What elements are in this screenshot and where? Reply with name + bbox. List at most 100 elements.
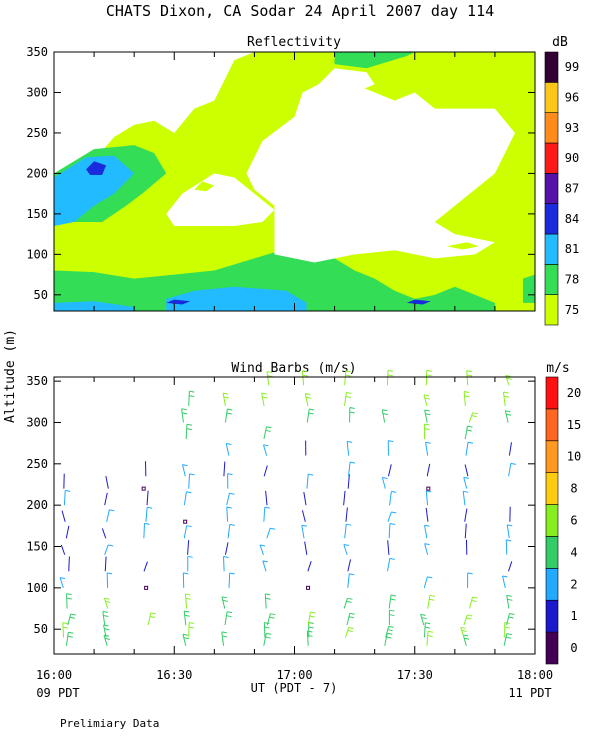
wind-barb-shaft bbox=[463, 391, 466, 406]
wind-barb-shaft bbox=[67, 613, 72, 626]
wind-barb-shaft bbox=[463, 614, 468, 626]
wind-barb bbox=[265, 490, 268, 506]
wind-barb bbox=[106, 509, 115, 522]
wind-barb bbox=[225, 442, 232, 456]
wind-barb-shaft bbox=[223, 461, 226, 477]
wind-barb bbox=[504, 410, 512, 423]
wind-barb-shaft bbox=[344, 370, 347, 386]
wind-barb-flag bbox=[186, 428, 192, 431]
wind-barb-flag bbox=[463, 490, 469, 493]
wind-barb bbox=[227, 523, 235, 539]
wind-barb-shaft bbox=[347, 474, 350, 489]
colorbar-segment bbox=[545, 631, 559, 665]
wind-barb bbox=[65, 525, 70, 539]
wind-barb bbox=[423, 576, 433, 588]
wind-barb-flag bbox=[347, 440, 353, 443]
y-tick-label: 50 bbox=[34, 288, 48, 302]
calm-marker bbox=[426, 486, 431, 491]
wind-barb-flag bbox=[221, 596, 228, 599]
wind-barb-shaft bbox=[508, 463, 512, 477]
wind-barb-shaft bbox=[343, 490, 346, 506]
reflectivity-81-area bbox=[54, 155, 135, 227]
colorbar-segment bbox=[544, 142, 559, 174]
wind-barb-shaft bbox=[464, 523, 467, 539]
colorbar-segment bbox=[544, 294, 559, 326]
wind-barb bbox=[102, 610, 109, 626]
wind-barb bbox=[144, 585, 149, 590]
wind-barb-plot bbox=[59, 369, 516, 646]
wind-barb-flag bbox=[186, 525, 192, 528]
wind-barb-shaft bbox=[424, 409, 428, 423]
colorbar-tick-label: 90 bbox=[565, 151, 579, 165]
wind-barb-flag bbox=[184, 614, 190, 617]
colorbar-segment bbox=[545, 599, 559, 633]
wind-barb-shaft bbox=[106, 509, 110, 522]
colorbar-segment bbox=[544, 264, 559, 295]
colorbar-segment bbox=[545, 376, 559, 410]
wind-barb-flag bbox=[186, 491, 192, 494]
wind-barb-shaft bbox=[306, 474, 309, 489]
wind-colorbar-label: m/s bbox=[546, 361, 569, 376]
wind-barb-shaft bbox=[464, 425, 468, 440]
wind-barb-shaft bbox=[345, 507, 348, 522]
wind-barb-flag bbox=[307, 630, 313, 633]
x-tick-label: 16:00 bbox=[36, 668, 72, 682]
wind-barb-shaft bbox=[227, 524, 231, 539]
wind-barb bbox=[65, 631, 74, 646]
wind-barb bbox=[61, 510, 66, 522]
wind-barb-shaft bbox=[503, 633, 508, 646]
wind-barb bbox=[464, 464, 469, 477]
wind-barb bbox=[145, 506, 153, 522]
wind-barb bbox=[264, 593, 271, 609]
wind-barb-shaft bbox=[506, 595, 510, 609]
y-tick-label: 300 bbox=[26, 415, 48, 429]
wind-barb-shaft bbox=[65, 632, 69, 646]
wind-barb-flag bbox=[502, 575, 508, 578]
wind-barb-flag bbox=[302, 374, 308, 377]
wind-barb-shaft bbox=[386, 370, 389, 386]
wind-barb-flag bbox=[182, 412, 188, 415]
wind-barb bbox=[306, 630, 313, 646]
wind-barb-flag bbox=[183, 637, 189, 640]
wind-barb bbox=[468, 412, 478, 423]
wind-barb-flag bbox=[227, 408, 233, 411]
wind-barb-flag bbox=[463, 476, 469, 479]
wind-barb-flag bbox=[269, 616, 275, 619]
wind-barb-shaft bbox=[188, 391, 190, 406]
wind-barb-flag bbox=[386, 636, 392, 639]
wind-barb bbox=[425, 490, 432, 506]
y-tick-label: 150 bbox=[26, 540, 48, 554]
wind-barb-shaft bbox=[389, 491, 392, 506]
wind-barb bbox=[263, 426, 272, 440]
no-data-area bbox=[166, 173, 275, 227]
wind-barb-flag bbox=[389, 614, 395, 617]
wind-barb-shaft bbox=[104, 492, 108, 506]
colorbar-tick-label: 84 bbox=[565, 212, 579, 226]
wind-barb bbox=[426, 463, 431, 477]
wind-barb-shaft bbox=[182, 634, 187, 646]
wind-barb bbox=[266, 527, 276, 539]
wind-barb-flag bbox=[387, 629, 393, 632]
wind-barb-flag bbox=[265, 593, 271, 596]
wind-barb bbox=[307, 560, 312, 572]
wind-barb-shaft bbox=[222, 393, 226, 407]
altitude-axis-label: Altitude (m) bbox=[3, 329, 18, 423]
wind-barb bbox=[266, 613, 276, 626]
wind-barb-flag bbox=[429, 598, 435, 601]
wind-barb-flag bbox=[467, 441, 474, 444]
wind-barb bbox=[183, 610, 190, 626]
wind-barb-shaft bbox=[68, 556, 70, 572]
reflectivity-title: Reflectivity bbox=[247, 35, 341, 50]
wind-barb bbox=[343, 490, 346, 506]
wind-barb-shaft bbox=[143, 523, 146, 539]
colorbar-tick-label: 0 bbox=[570, 641, 577, 655]
wind-barb bbox=[103, 634, 111, 646]
wind-barb-flag bbox=[348, 627, 354, 630]
wind-barb-flag bbox=[466, 370, 472, 373]
wind-barb-flag bbox=[387, 632, 393, 635]
wind-barb-flag bbox=[388, 440, 394, 443]
wind-barb bbox=[222, 392, 229, 407]
wind-barb bbox=[263, 465, 268, 477]
wind-barb-flag bbox=[305, 396, 312, 399]
wind-barb bbox=[304, 393, 312, 407]
